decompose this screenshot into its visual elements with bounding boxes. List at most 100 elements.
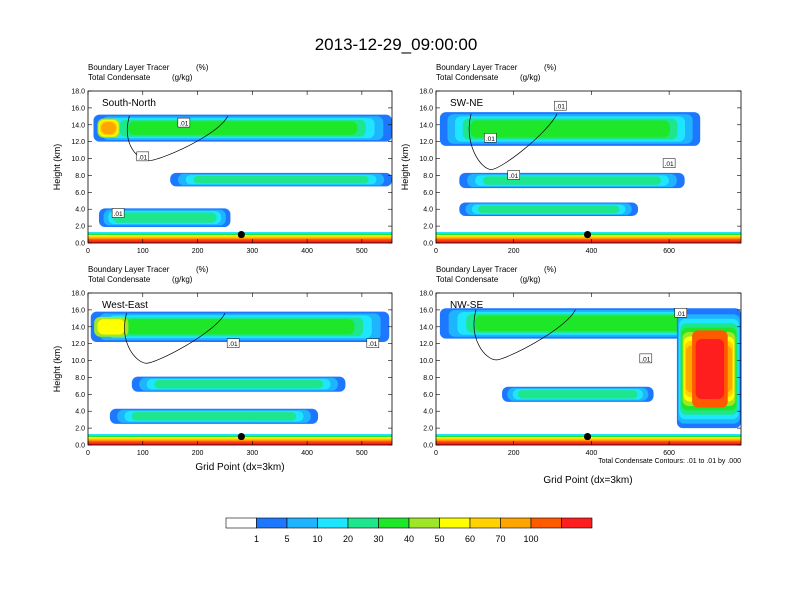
panel-field-title: Boundary Layer Tracer	[88, 63, 170, 72]
contour-label-box	[226, 338, 240, 348]
panel-label: SW-NE	[450, 98, 483, 109]
panel-field-unit: (%)	[196, 63, 209, 72]
cloud-band	[475, 315, 706, 331]
panel-contour-unit: (g/kg)	[520, 73, 541, 82]
x-tick-label: 200	[508, 248, 520, 255]
cloud-peak-band	[101, 122, 116, 135]
y-tick-label: 8.0	[75, 173, 85, 180]
y-tick-label: 10.0	[71, 156, 85, 163]
y-tick-label: 14.0	[71, 324, 85, 331]
y-tick-label: 12.0	[419, 341, 433, 348]
y-tick-label: 0.0	[75, 241, 85, 248]
location-marker	[583, 230, 592, 239]
contour-label: .01	[665, 161, 674, 168]
cloud-peak-band	[97, 319, 125, 335]
cloud-layer	[439, 112, 701, 146]
panel-field-unit: (%)	[544, 63, 557, 72]
tracer-field	[436, 308, 741, 445]
contour-label-box	[662, 158, 676, 168]
y-tick-label: 2.0	[75, 426, 85, 433]
colorbar-swatch	[225, 517, 257, 529]
cloud-layer	[170, 172, 392, 187]
y-tick-label: 8.0	[423, 173, 433, 180]
condensate-contour	[124, 312, 226, 364]
y-tick-label: 6.0	[423, 190, 433, 197]
contour-label-box	[484, 133, 497, 143]
cloud-band	[154, 380, 324, 389]
cloud-layer	[93, 114, 392, 142]
panel-contour-title: Total Condensate	[436, 73, 499, 82]
cloud-layer	[131, 376, 346, 392]
panel-south-north: Boundary Layer Tracer (%) Total Condensate…	[52, 63, 393, 255]
y-tick-label: 4.0	[423, 207, 433, 214]
panel-contour-unit: (g/kg)	[172, 275, 193, 284]
x-tick-label: 300	[246, 248, 258, 255]
colorbar-label: 10	[312, 534, 322, 544]
contour-note: Total Condensate Contours: .01 to .01 by…	[598, 458, 741, 465]
panel-nw-se: Boundary Layer Tracer (%) Total Condensate…	[419, 265, 742, 457]
colorbar-label: 20	[343, 534, 353, 544]
colorbar-swatch	[530, 517, 562, 529]
x-tick-label: 500	[356, 450, 368, 457]
y-axis-label: Height (km)	[52, 144, 62, 191]
y-tick-label: 2.0	[423, 224, 433, 231]
y-tick-label: 0.0	[75, 443, 85, 450]
contour-label: .01	[641, 356, 650, 363]
contour-label-box	[507, 170, 520, 180]
y-tick-label: 18.0	[71, 291, 85, 298]
boundary-layer-band	[436, 240, 741, 243]
contour-label-box	[177, 117, 191, 128]
x-tick-label: 400	[301, 450, 313, 457]
cloud-layer	[459, 202, 639, 216]
colorbar-label: 1	[254, 534, 259, 544]
y-tick-label: 6.0	[75, 190, 85, 197]
cloud-layer	[676, 309, 741, 429]
panel-label: West-East	[102, 300, 148, 311]
plot-frame	[435, 292, 742, 446]
contour-label-box	[136, 151, 150, 162]
x-tick-label: 400	[301, 248, 313, 255]
y-tick-label: 2.0	[75, 224, 85, 231]
cloud-band	[128, 121, 358, 135]
y-tick-label: 16.0	[71, 307, 85, 314]
contour-label: .01	[486, 136, 495, 143]
contour-label: .01	[138, 154, 147, 161]
contour-label: .01	[179, 121, 188, 128]
colorbar: 1 5 10 20 30 40 50 60 70 100	[225, 517, 593, 544]
boundary-layer-band	[88, 442, 392, 445]
y-tick-label: 8.0	[423, 375, 433, 382]
colorbar-swatch	[256, 517, 288, 529]
y-tick-label: 4.0	[75, 409, 85, 416]
cloud-band	[478, 205, 620, 213]
y-tick-label: 8.0	[75, 375, 85, 382]
cloud-layer	[90, 311, 390, 342]
y-tick-label: 0.0	[423, 241, 433, 248]
plot-frame	[435, 90, 742, 244]
x-tick-label: 200	[192, 450, 204, 457]
panel-contour-title: Total Condensate	[88, 275, 151, 284]
y-tick-label: 16.0	[71, 105, 85, 112]
panel-contour-unit: (g/kg)	[520, 275, 541, 284]
panel-contour-unit: (g/kg)	[172, 73, 193, 82]
x-tick-label: 300	[246, 450, 258, 457]
x-tick-label: 200	[508, 450, 520, 457]
panel-field-title: Boundary Layer Tracer	[436, 265, 518, 274]
y-tick-label: 0.0	[423, 443, 433, 450]
y-tick-label: 12.0	[71, 139, 85, 146]
colorbar-swatch	[561, 517, 593, 529]
cloud-band	[125, 319, 355, 335]
cloud-layer	[459, 172, 685, 189]
colorbar-swatch	[286, 517, 318, 529]
y-tick-label: 10.0	[419, 358, 433, 365]
boundary-layer-band	[436, 442, 741, 445]
contour-label: .01	[368, 341, 377, 348]
x-tick-label: 0	[434, 450, 438, 457]
contour-label-box	[639, 353, 653, 364]
contour-label-box	[366, 338, 380, 348]
x-tick-label: 0	[86, 248, 90, 255]
location-marker	[237, 432, 245, 441]
colorbar-swatch	[500, 517, 532, 529]
y-tick-label: 12.0	[419, 139, 433, 146]
panel-sw-ne: Boundary Layer Tracer (%) Total Condensate…	[400, 63, 742, 255]
